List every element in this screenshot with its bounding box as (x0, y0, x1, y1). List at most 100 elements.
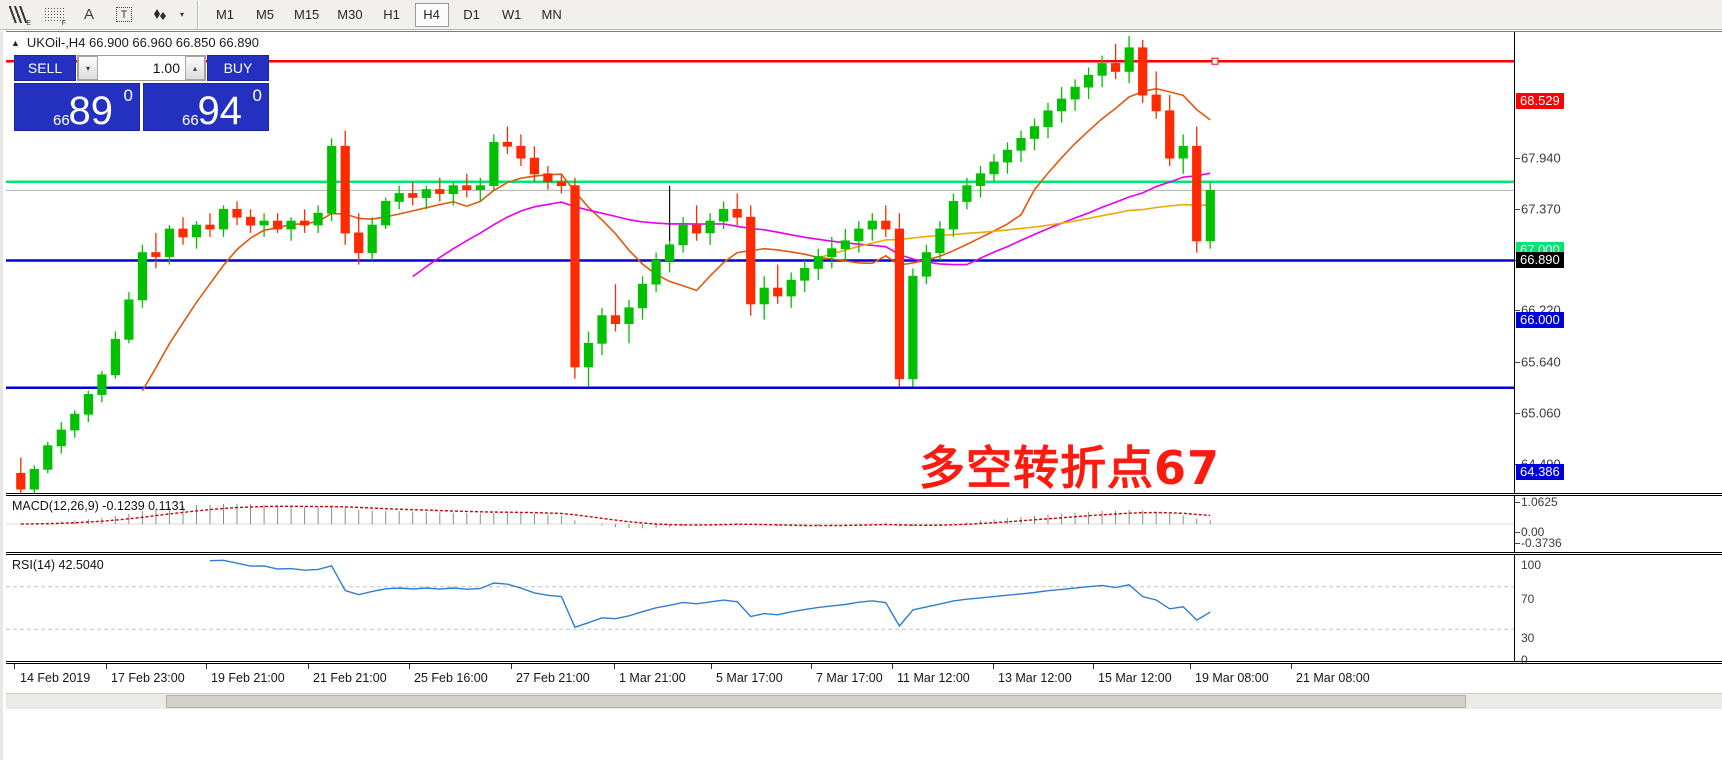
chart-area[interactable]: 67.94067.37066.79066.22065.64065.06064.4… (0, 31, 1722, 760)
text-label-icon[interactable]: A (83, 6, 94, 23)
chevron-down-icon[interactable]: ▾ (179, 10, 184, 19)
resistance-price-tag[interactable]: 68.529 (1516, 93, 1564, 109)
price-tick-label: 65.640 (1521, 354, 1561, 370)
one-click-trading-prices: 66 89 0 66 94 0 (14, 83, 269, 133)
scrollbar-thumb[interactable] (166, 695, 1466, 708)
rsi-pane[interactable]: RSI(14) 42.5040 100 70 30 0 (6, 554, 1722, 667)
sell-price-box[interactable]: 66 89 0 (14, 83, 140, 133)
time-tickmark (1291, 664, 1292, 669)
time-axis-label: 19 Mar 08:00 (1195, 671, 1269, 685)
time-axis-label: 14 Feb 2019 (20, 671, 91, 685)
time-axis-label: 15 Mar 12:00 (1098, 671, 1172, 685)
volume-decrement-button[interactable]: ▾ (78, 56, 98, 80)
rsi-tick-label: 100 (1521, 558, 1542, 572)
bid-price-tag[interactable]: 66.890 (1516, 252, 1564, 268)
templates-icon[interactable]: F (38, 2, 70, 28)
timeframe-m1[interactable]: M1 (215, 7, 235, 22)
time-axis-label: 11 Mar 12:00 (897, 671, 970, 685)
time-tickmark (308, 664, 309, 669)
timeframe-h4[interactable]: H4 (414, 2, 449, 27)
time-tickmark (811, 664, 812, 669)
volume-stepper[interactable]: ▾ 1.00 ▴ (77, 55, 206, 81)
symbol-header-text: UKOil-,H4 66.900 66.960 66.850 66.890 (26, 35, 259, 50)
rsi-tick-label: 70 (1521, 592, 1535, 606)
time-tickmark (993, 664, 994, 669)
price-tick-label: 67.370 (1521, 201, 1561, 217)
chart-annotation-text[interactable]: 多空转折点67 (919, 441, 1221, 495)
price-plot[interactable] (6, 32, 1514, 493)
support2-price-tag[interactable]: 64.386 (1516, 464, 1564, 480)
one-click-trading-panel[interactable]: SELL ▾ 1.00 ▴ BUY 66 89 0 66 94 0 (14, 55, 269, 133)
time-tickmark (14, 664, 15, 669)
time-tickmark (409, 664, 410, 669)
time-axis-label: 21 Mar 08:00 (1296, 671, 1370, 685)
collapse-arrow-icon[interactable]: ▲ (11, 37, 20, 48)
price-axis[interactable]: 67.94067.37066.79066.22065.64065.06064.4… (1514, 32, 1722, 574)
macd-svg (6, 504, 1514, 529)
time-axis[interactable]: 14 Feb 2019 17 Feb 23:00 19 Feb 21:00 21 Fe… (6, 663, 1722, 691)
buy-button[interactable]: BUY (207, 55, 269, 81)
sell-button[interactable]: SELL (14, 55, 76, 81)
timeframe-d1[interactable]: D1 (463, 7, 480, 22)
price-tickmark (1515, 413, 1520, 414)
toolbar-divider (197, 0, 199, 29)
macd-axis: 1.0625 0.00 -0.3736 (1514, 495, 1722, 552)
sell-price-integer: 66 (53, 112, 70, 129)
time-axis-label: 17 Feb 23:00 (111, 671, 185, 685)
macd-label: MACD(12,26,9) -0.1239 0.1131 (12, 499, 186, 513)
time-tickmark (614, 664, 615, 669)
macd-pane[interactable]: MACD(12,26,9) -0.1239 0.1131 1.0625 0.00-… (6, 495, 1722, 553)
time-axis-label: 5 Mar 17:00 (716, 671, 783, 685)
buy-price-main: 94 (197, 89, 243, 133)
timeframe-mn[interactable]: MN (541, 7, 562, 22)
price-pane[interactable]: 67.94067.37066.79066.22065.64065.06064.4… (6, 31, 1722, 574)
time-tickmark (1190, 664, 1191, 669)
text-box-icon[interactable]: T (108, 2, 140, 28)
timeframe-m30[interactable]: M30 (337, 7, 363, 22)
rsi-svg (6, 559, 1514, 630)
macd-tickmark (1515, 502, 1520, 503)
time-axis-label: 19 Feb 21:00 (211, 671, 285, 685)
price-tickmark (1515, 209, 1520, 210)
macd-plot[interactable] (6, 496, 1514, 552)
time-axis-label: 7 Mar 17:00 (816, 671, 883, 685)
symbol-header: ▲ UKOil-,H4 66.900 66.960 66.850 66.890 (11, 35, 259, 50)
buy-price-fraction: 0 (252, 86, 262, 105)
price-tick-label: 65.060 (1521, 405, 1561, 421)
price-tickmark (1515, 362, 1520, 363)
volume-input[interactable]: 1.00 (152, 60, 180, 76)
volume-increment-button[interactable]: ▴ (185, 56, 205, 80)
one-click-trading-header: SELL ▾ 1.00 ▴ BUY (14, 55, 269, 81)
buy-price-box[interactable]: 66 94 0 (143, 83, 269, 133)
chart-toolbar: E F A T ▾ M1 M5 M15 M30 H1 H4 D1 W1 MN (0, 0, 1722, 30)
macd-tick-label: -0.3736 (1521, 536, 1562, 550)
timeframe-m5[interactable]: M5 (255, 7, 275, 22)
macd-tick-label: 0.00 (1521, 525, 1545, 539)
buy-price-integer: 66 (182, 112, 199, 129)
rsi-plot[interactable] (6, 555, 1514, 661)
time-tickmark (892, 664, 893, 669)
time-tickmark (711, 664, 712, 669)
indicators-icon-sub: E (26, 19, 31, 27)
timeframe-m15[interactable]: M15 (294, 7, 320, 22)
objects-icon[interactable] (143, 2, 175, 28)
timeframe-h1[interactable]: H1 (383, 7, 400, 22)
timeframe-w1[interactable]: W1 (501, 7, 522, 22)
indicators-icon[interactable]: E (3, 2, 35, 28)
support1-price-tag[interactable]: 66.000 (1516, 312, 1564, 328)
rsi-axis: 100 70 30 0 (1514, 555, 1722, 667)
time-axis-label: 1 Mar 21:00 (619, 671, 686, 685)
time-tickmark (106, 664, 107, 669)
horizontal-scrollbar[interactable] (6, 693, 1722, 709)
time-tickmark (511, 664, 512, 669)
time-tickmark (1093, 664, 1094, 669)
candlestick-svg (6, 35, 1514, 493)
rsi-tick-label: 0 (1521, 653, 1528, 667)
macd-tickmark (1515, 543, 1520, 544)
sell-price-fraction: 0 (123, 86, 133, 105)
price-tick-label: 67.940 (1521, 150, 1561, 166)
rsi-label: RSI(14) 42.5040 (12, 558, 104, 572)
time-axis-label: 27 Feb 21:00 (516, 671, 590, 685)
macd-tick-label: 1.0625 (1521, 495, 1558, 509)
